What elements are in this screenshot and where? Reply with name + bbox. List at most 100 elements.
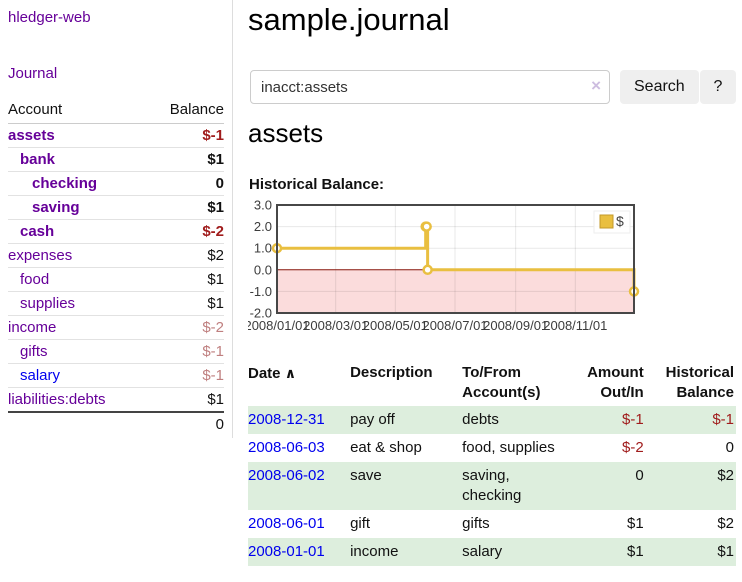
app-title-link[interactable]: hledger-web <box>8 9 91 26</box>
account-link[interactable]: income <box>8 319 57 336</box>
y-axis-tick-label: 2.0 <box>254 219 272 234</box>
account-row: income $-2 <box>8 315 224 340</box>
account-link[interactable]: supplies <box>20 295 76 312</box>
transaction-row: 2008-06-03 eat & shop food, supplies $-2 0 <box>248 434 736 462</box>
column-header-accounts: To/From Account(s) <box>462 364 541 401</box>
account-link[interactable]: gifts <box>20 343 48 360</box>
y-axis-tick-label: 3.0 <box>254 200 272 213</box>
account-link[interactable]: checking <box>32 175 98 192</box>
account-row: assets $-1 <box>8 124 224 148</box>
account-balance: $-1 <box>146 339 224 364</box>
account-row: food $1 <box>8 267 224 292</box>
y-axis-tick-label: -2.0 <box>250 306 272 321</box>
account-link[interactable]: expenses <box>8 247 73 264</box>
transaction-row: 2008-06-02 save saving, checking 0 $2 <box>248 462 736 510</box>
account-row: gifts $-1 <box>8 339 224 364</box>
transaction-balance: 0 <box>725 439 734 456</box>
transaction-date-link[interactable]: 2008-06-02 <box>248 467 325 484</box>
transactions-header-row: Date ∧ Description To/From Account(s) Am… <box>248 360 736 406</box>
transaction-amount: 0 <box>635 467 644 484</box>
transaction-balance: $2 <box>717 467 734 484</box>
account-balance: $-1 <box>146 363 224 388</box>
transaction-description: save <box>350 467 382 484</box>
x-axis-tick-label: 2008/01/01 <box>248 318 310 333</box>
main-content: sample.journal × Search ? assets Histori… <box>248 0 736 566</box>
transaction-balance: $2 <box>717 515 734 532</box>
plot-border <box>276 204 635 314</box>
account-link[interactable]: saving <box>32 199 80 216</box>
column-header-date[interactable]: Date ∧ <box>248 365 297 382</box>
y-axis-tick-label: 1.0 <box>254 241 272 256</box>
transactions-table: Date ∧ Description To/From Account(s) Am… <box>248 360 736 566</box>
transaction-balance: $1 <box>717 543 734 560</box>
account-balance: 0 <box>146 171 224 196</box>
account-heading: assets <box>248 118 324 148</box>
y-axis-tick-label: 0.0 <box>254 262 272 277</box>
page-title: sample.journal <box>248 2 450 37</box>
accounts-table: Account Balance assets $-1 bank $1 checking 0… <box>8 97 224 436</box>
search-button[interactable]: Search <box>620 70 699 104</box>
transaction-date-link[interactable]: 2008-12-31 <box>248 411 325 428</box>
account-balance: $1 <box>146 291 224 316</box>
sidebar-item-journal[interactable]: Journal <box>8 65 58 82</box>
transaction-amount: $-2 <box>622 439 644 456</box>
transaction-accounts: saving, checking <box>462 467 522 504</box>
negative-region <box>277 269 634 313</box>
account-row: salary $-1 <box>8 363 224 388</box>
data-point <box>422 264 433 276</box>
x-axis-tick-label: 2008/11/01 <box>543 318 607 333</box>
column-header-balance: Historical Balance <box>665 364 734 401</box>
transaction-amount: $-1 <box>622 411 644 428</box>
account-row: cash $-2 <box>8 219 224 244</box>
transaction-amount: $1 <box>627 515 644 532</box>
account-balance: $1 <box>146 147 224 172</box>
help-button[interactable]: ? <box>700 70 736 104</box>
account-link[interactable]: salary <box>20 367 61 384</box>
transaction-row: 2008-01-01 income salary $1 $1 <box>248 538 736 566</box>
accounts-header-balance: Balance <box>146 97 224 124</box>
account-balance: $1 <box>146 387 224 412</box>
x-axis-tick-label: 2008/07/01 <box>422 318 487 333</box>
x-axis-tick-label: 2008/09/01 <box>483 318 548 333</box>
x-axis-tick-label: 2008/05/01 <box>363 318 428 333</box>
y-axis-tick-label: -1.0 <box>250 284 272 299</box>
account-link[interactable]: assets <box>8 127 55 144</box>
transaction-accounts: salary <box>462 543 503 560</box>
account-balance: $-2 <box>146 219 224 244</box>
historical-balance-chart: 3.0 2.0 1.0 0.0 -1.0 -2.0 2008/01/01 2008/03/01… <box>248 200 736 345</box>
transaction-description: pay off <box>350 411 395 428</box>
account-row: liabilities:debts $1 <box>8 387 224 412</box>
transaction-date-link[interactable]: 2008-01-01 <box>248 543 325 560</box>
account-row: saving $1 <box>8 195 224 220</box>
transaction-description: income <box>350 543 399 560</box>
chart-title: Historical Balance: <box>249 176 385 193</box>
transaction-row: 2008-06-01 gift gifts $1 $2 <box>248 510 736 538</box>
account-link[interactable]: bank <box>20 151 56 168</box>
accounts-header-account: Account <box>8 97 147 124</box>
account-link[interactable]: cash <box>20 223 55 240</box>
account-row: checking 0 <box>8 171 224 196</box>
transaction-description: eat & shop <box>350 439 422 456</box>
accounts-header-row: Account Balance <box>8 97 224 124</box>
account-link[interactable]: food <box>20 271 50 288</box>
account-link[interactable]: liabilities:debts <box>8 391 106 408</box>
transaction-accounts: gifts <box>462 515 490 532</box>
legend-label: $ <box>616 213 624 229</box>
transaction-date-link[interactable]: 2008-06-01 <box>248 515 325 532</box>
account-balance: $1 <box>146 267 224 292</box>
transaction-date-link[interactable]: 2008-06-03 <box>248 439 325 456</box>
transaction-accounts: food, supplies <box>462 439 555 456</box>
clear-search-icon[interactable]: × <box>591 76 601 95</box>
account-balance: $1 <box>146 195 224 220</box>
account-balance: $2 <box>146 243 224 268</box>
x-axis-tick-label: 2008/03/01 <box>303 318 368 333</box>
account-row: expenses $2 <box>8 243 224 268</box>
sort-asc-icon: ∧ <box>284 365 297 381</box>
accounts-total-balance: 0 <box>146 411 224 436</box>
account-balance: $-2 <box>146 315 224 340</box>
search-bar: × Search ? <box>248 70 736 104</box>
sidebar: hledger-web Journal Account Balance asse… <box>0 0 233 438</box>
search-input[interactable] <box>250 70 610 104</box>
column-header-amount: Amount Out/In <box>587 364 644 401</box>
account-row: supplies $1 <box>8 291 224 316</box>
